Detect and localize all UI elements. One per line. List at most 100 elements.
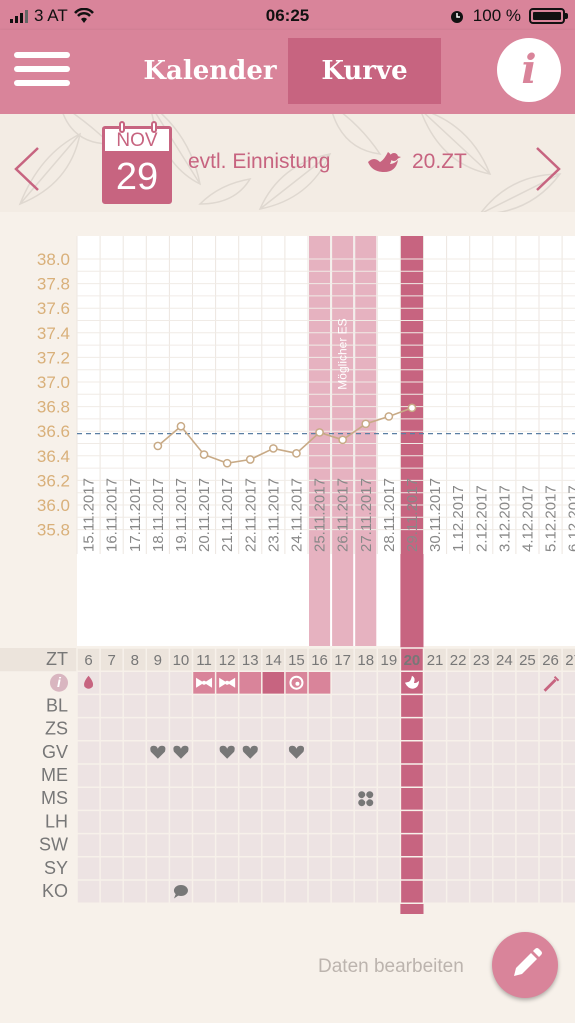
- date-label: 27.11.2017: [358, 478, 375, 552]
- period-cell: [238, 671, 262, 695]
- cycle-day-number: 22: [450, 652, 467, 669]
- y-tick-label: 37.6: [37, 299, 70, 318]
- row-label-sw: SW: [39, 835, 68, 855]
- date-label: 30.11.2017: [427, 478, 444, 552]
- fertile-window-label: Möglicher ES: [336, 318, 350, 389]
- mucus-icon-center: [363, 796, 369, 802]
- date-label: 4.12.2017: [519, 485, 536, 552]
- date-label: 24.11.2017: [288, 478, 305, 552]
- leaf-pattern-background: [18, 114, 562, 212]
- wifi-icon: [73, 8, 94, 23]
- comment-icon-tail: [173, 893, 180, 899]
- temperature-point[interactable]: [245, 455, 255, 464]
- y-tick-label: 36.0: [37, 496, 70, 515]
- temperature-point[interactable]: [338, 435, 347, 445]
- temperature-point[interactable]: [361, 419, 371, 429]
- ovulation-icon-dot: [295, 681, 300, 686]
- cycle-day-number: 13: [242, 652, 259, 669]
- temperature-point[interactable]: [153, 441, 163, 451]
- cycle-day-number: 20: [404, 652, 421, 669]
- date-label: 19.11.2017: [173, 478, 190, 552]
- signal-icon: [10, 9, 28, 23]
- edit-data-button[interactable]: [492, 932, 558, 998]
- date-label: 20.11.2017: [196, 478, 213, 552]
- mucus-icon-part: [366, 799, 374, 807]
- date-label: 2.12.2017: [473, 485, 490, 552]
- y-tick-label: 36.8: [37, 398, 70, 417]
- date-label: 23.11.2017: [265, 478, 282, 552]
- grid-row-background: [77, 717, 575, 741]
- cycle-day-number: 23: [473, 652, 490, 669]
- temperature-point[interactable]: [384, 412, 394, 421]
- y-tick-label: 37.0: [37, 373, 70, 392]
- grid-row-background: [77, 787, 575, 811]
- clock: 06:25: [265, 6, 310, 25]
- cycle-chart: 38.0 37.8 37.6 37.4 37.2 37.0 36.8 36.6 36.4 36.2…: [0, 212, 575, 920]
- calendar-day: 29: [105, 153, 169, 201]
- temperature-point[interactable]: [199, 450, 209, 459]
- cycle-day-number: 21: [427, 652, 444, 669]
- temperature-point[interactable]: [315, 428, 324, 437]
- syringe-icon: [543, 678, 557, 692]
- y-tick-label: 35.8: [37, 521, 70, 540]
- bow-icon-knot: [202, 680, 207, 685]
- date-label: 15.11.2017: [81, 478, 98, 552]
- temperature-point[interactable]: [407, 403, 417, 413]
- bow-icon-knot: [225, 680, 230, 685]
- row-label-lh: LH: [45, 811, 68, 831]
- y-tick-label: 37.2: [37, 348, 70, 367]
- date-label: 28.11.2017: [381, 478, 398, 552]
- period-cell: [261, 671, 285, 695]
- cycle-day-number: 12: [219, 652, 236, 669]
- row-label-zs: ZS: [45, 719, 68, 739]
- period-cell: [308, 671, 332, 695]
- cycle-day-number: 15: [288, 652, 305, 669]
- chevron-left-icon[interactable]: [12, 144, 42, 194]
- row-label-ms: MS: [41, 788, 68, 808]
- syringe-icon-plunger: [553, 675, 560, 682]
- temperature-point[interactable]: [292, 448, 301, 458]
- cycle-day-label: 20.ZT: [412, 150, 467, 173]
- grid-row-background: [77, 810, 575, 834]
- info-icon[interactable]: i: [497, 38, 561, 102]
- ovulation-icon: [289, 675, 304, 690]
- edit-data-label[interactable]: Daten bearbeiten: [318, 956, 464, 977]
- heart-icon: [173, 745, 189, 759]
- date-label: 22.11.2017: [242, 478, 259, 552]
- date-label: 3.12.2017: [496, 485, 513, 552]
- cycle-day-number: 17: [334, 652, 351, 669]
- pencil-icon: [514, 948, 542, 976]
- mucus-icon-part: [366, 791, 374, 799]
- status-left: 3 AT: [10, 6, 94, 26]
- y-tick-label: 37.4: [37, 324, 70, 343]
- date-label: 18.11.2017: [150, 478, 167, 552]
- mucus-icon: [358, 791, 366, 799]
- y-tick-label: 38.0: [37, 250, 70, 269]
- cycle-day-number: 18: [357, 652, 374, 669]
- calendar-month: NOV: [105, 129, 169, 153]
- status-right: 100 %: [449, 6, 568, 26]
- date-label: 26.11.2017: [335, 478, 352, 552]
- bird-icon: [368, 152, 401, 172]
- tab-kalender[interactable]: Kalender: [143, 56, 277, 86]
- temperature-chart: 38.0 37.8 37.6 37.4 37.2 37.0 36.8 36.6 36.4 36.2…: [0, 236, 575, 914]
- date-label: 17.11.2017: [127, 478, 144, 552]
- y-tick-label: 36.6: [37, 422, 70, 441]
- date-label: 29.11.2017: [404, 478, 421, 552]
- temperature-point[interactable]: [222, 458, 232, 468]
- y-tick-label: 37.8: [37, 275, 70, 294]
- cycle-day-number: 19: [381, 652, 398, 669]
- grid-row-background: [77, 833, 575, 857]
- temperature-point[interactable]: [269, 444, 278, 453]
- temperature-point[interactable]: [176, 421, 186, 431]
- hamburger-menu-icon[interactable]: [14, 52, 70, 94]
- alarm-icon: [450, 11, 463, 23]
- carrier-label: 3 AT: [34, 6, 68, 25]
- info-row-label: i: [57, 674, 62, 690]
- chevron-right-icon[interactable]: [533, 144, 563, 194]
- cycle-status: evtl. Einnistung: [188, 150, 331, 173]
- row-label-gv: GV: [42, 742, 68, 762]
- fertile-column: [309, 236, 331, 646]
- cycle-day-number: 8: [131, 652, 139, 669]
- tab-kurve[interactable]: Kurve: [288, 38, 441, 104]
